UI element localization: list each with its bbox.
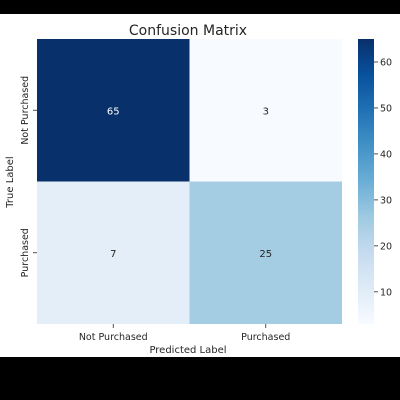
cell-value-label: 3 bbox=[263, 106, 269, 117]
cell-value-label: 65 bbox=[107, 106, 120, 117]
heatmap-cells bbox=[37, 39, 342, 324]
colorbar-tick-label: 20 bbox=[380, 241, 392, 252]
heatmap-cell bbox=[37, 39, 190, 182]
colorbar-tick-label: 50 bbox=[380, 103, 392, 114]
colorbar-tick-label: 60 bbox=[380, 57, 392, 68]
y-axis: Not Purchased Purchased bbox=[20, 76, 37, 277]
x-axis: Not Purchased Purchased bbox=[79, 324, 290, 343]
y-tick-label: Not Purchased bbox=[20, 76, 31, 145]
colorbar-tick-label: 30 bbox=[380, 195, 392, 206]
cell-value-label: 25 bbox=[259, 249, 272, 260]
heatmap-cell bbox=[37, 181, 190, 324]
x-axis-label: Predicted Label bbox=[149, 345, 226, 356]
heatmap-cell-labels: 65 3 7 25 bbox=[107, 106, 272, 260]
heatmap-cell bbox=[189, 39, 342, 182]
y-axis-label: True Label bbox=[5, 156, 16, 208]
colorbar bbox=[358, 39, 374, 324]
x-tick-label: Not Purchased bbox=[79, 332, 148, 343]
colorbar-tick-label: 40 bbox=[380, 149, 392, 160]
cell-value-label: 7 bbox=[110, 249, 116, 260]
colorbar-tick-label: 10 bbox=[380, 287, 392, 298]
colorbar-axis: 10 20 30 40 50 60 bbox=[374, 57, 392, 298]
heatmap-cell bbox=[189, 181, 342, 324]
x-tick-label: Purchased bbox=[241, 332, 290, 343]
y-tick-label: Purchased bbox=[20, 228, 31, 277]
chart-title: Confusion Matrix bbox=[129, 23, 247, 39]
